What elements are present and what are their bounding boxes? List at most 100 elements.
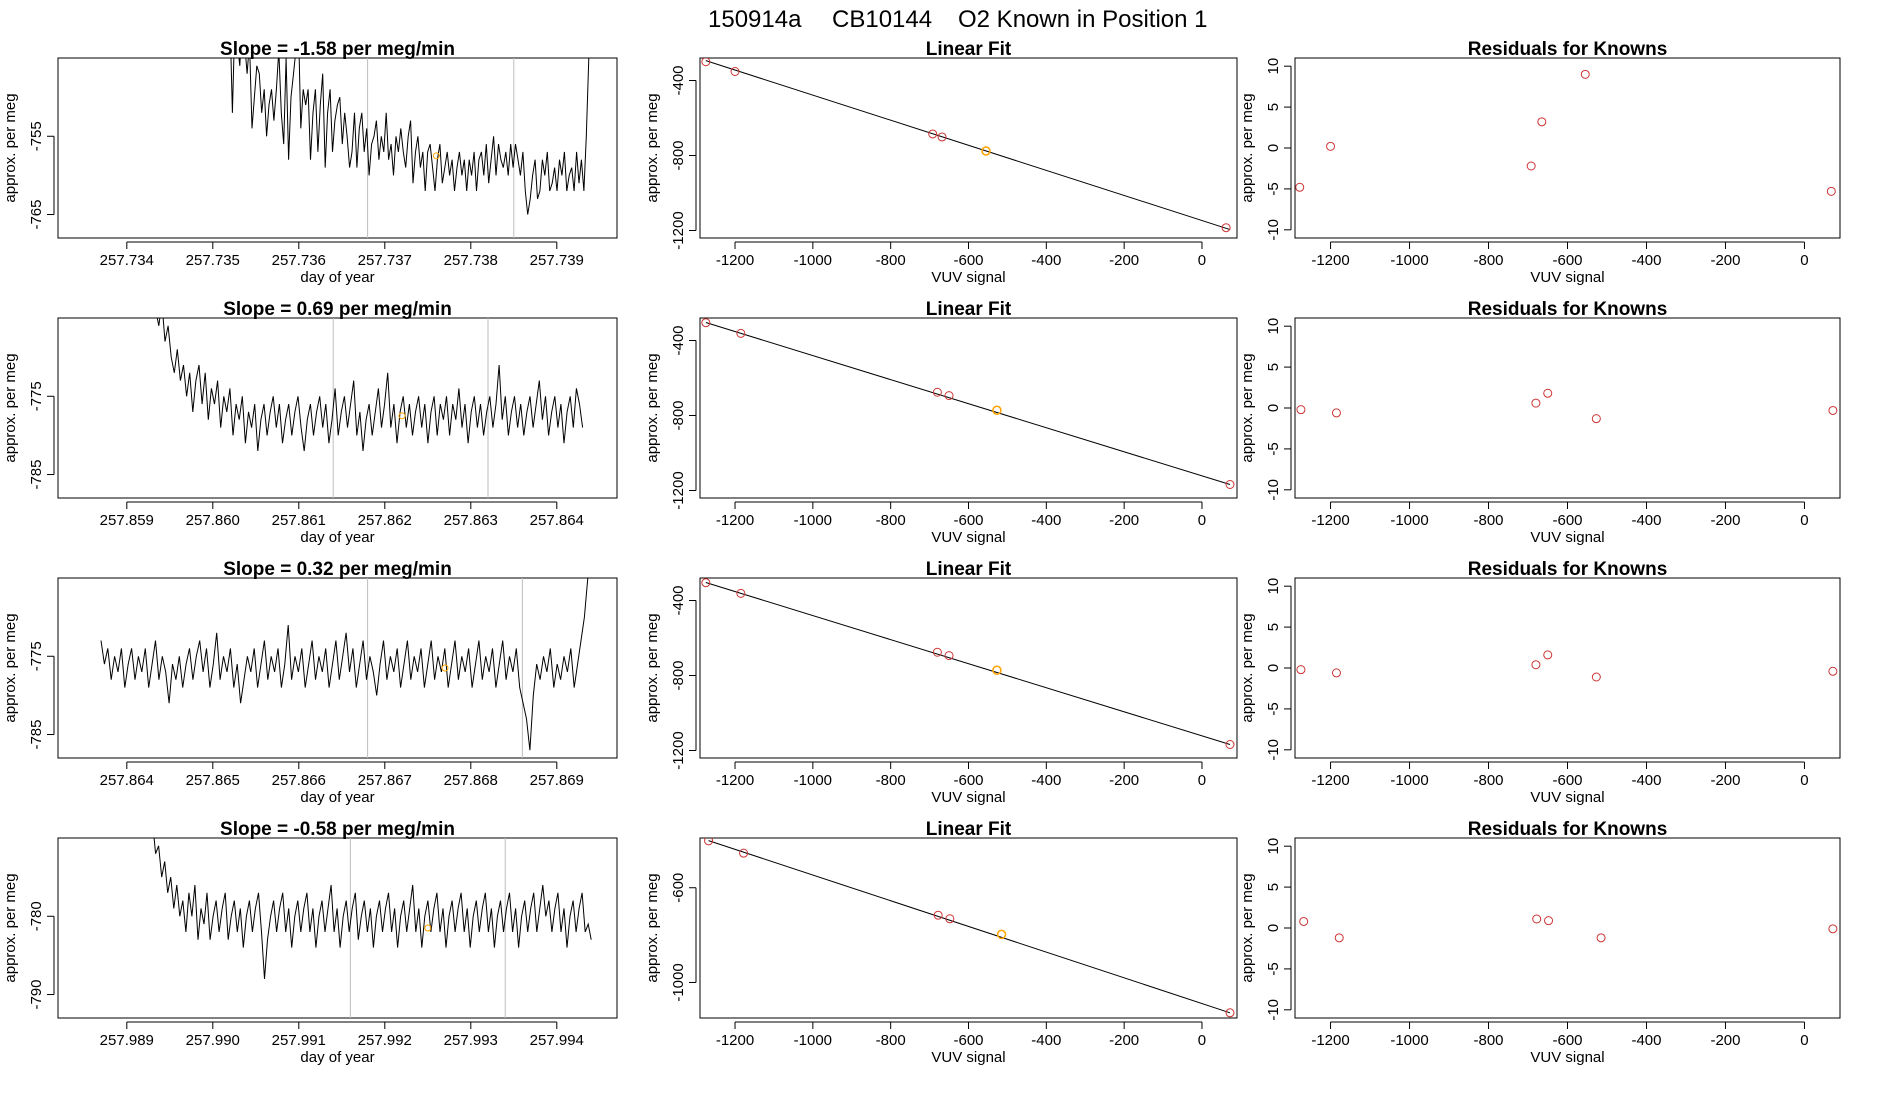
- plot-area: [701, 578, 1235, 749]
- x-tick-label: -600: [953, 1032, 983, 1049]
- x-tick-label: -200: [1109, 772, 1139, 789]
- y-tick-label: -780: [28, 901, 45, 931]
- plot-frame: [57, 837, 618, 1019]
- y-tick-label: -1000: [670, 963, 687, 1001]
- y-tick-label: -800: [670, 660, 687, 690]
- known-point: [739, 848, 749, 858]
- fit-line: [705, 60, 1231, 231]
- x-tick-label: -1200: [1311, 772, 1349, 789]
- y-tick-label: -1200: [670, 731, 687, 769]
- x-tick-label: -1000: [1390, 252, 1428, 269]
- known-point: [1296, 665, 1306, 675]
- known-point: [1828, 666, 1838, 676]
- x-tick-label: -600: [953, 512, 983, 529]
- x-tick-label: -200: [1710, 252, 1740, 269]
- known-point: [1296, 405, 1306, 415]
- x-tick-label: 257.994: [530, 1032, 584, 1049]
- known-point: [1596, 933, 1606, 943]
- sample-average-point: [424, 924, 432, 932]
- plot-frame: [1294, 577, 1841, 759]
- x-tick-label: -800: [1473, 772, 1503, 789]
- panel-fit-row-4: Linear Fit -1200 -1000 -800 -600 -400 -200 0 VUV…: [644, 819, 1238, 1066]
- x-tick-label: -400: [1631, 772, 1661, 789]
- y-tick-label: -775: [28, 381, 45, 411]
- x-tick-label: -400: [1031, 1032, 1061, 1049]
- y-tick-label: -765: [28, 200, 45, 230]
- plot-area: [156, 318, 584, 498]
- x-tick-label: -1000: [1390, 512, 1428, 529]
- plot-frame: [57, 57, 618, 239]
- known-point: [1225, 480, 1235, 489]
- x-axis-label: VUV signal: [1530, 1049, 1604, 1066]
- sample-average-point: [441, 664, 449, 672]
- x-tick-label: 257.868: [444, 772, 498, 789]
- x-axis-label: VUV signal: [931, 269, 1005, 286]
- x-tick-label: 257.864: [100, 772, 154, 789]
- known-point: [1826, 186, 1836, 196]
- known-point: [1537, 117, 1547, 127]
- x-tick-label: 0: [1198, 1032, 1206, 1049]
- x-tick-label: 257.992: [358, 1032, 412, 1049]
- panel-title: Slope = 0.32 per meg/min: [223, 559, 452, 580]
- x-tick-label: -400: [1031, 772, 1061, 789]
- fit-line: [705, 322, 1231, 485]
- plot-frame: [57, 577, 618, 759]
- y-axis-label: approx. per meg: [2, 93, 19, 202]
- x-tick-label: 257.736: [272, 252, 326, 269]
- y-tick-label: 5: [1265, 363, 1282, 371]
- y-tick-label: 10: [1265, 318, 1282, 335]
- panel-title: Slope = -0.58 per meg/min: [220, 819, 455, 840]
- x-tick-label: -800: [876, 1032, 906, 1049]
- panel-title: Linear Fit: [926, 39, 1012, 60]
- known-point: [701, 58, 711, 67]
- x-tick-label: 257.867: [358, 772, 412, 789]
- y-tick-label: -800: [670, 400, 687, 430]
- plot-area: [230, 58, 590, 238]
- series-line: [156, 318, 584, 452]
- sample-average-point: [398, 412, 406, 420]
- x-tick-label: 257.862: [358, 512, 412, 529]
- x-tick-label: 257.866: [272, 772, 326, 789]
- plot-area: [1296, 650, 1838, 682]
- plot-area: [1296, 388, 1838, 424]
- x-tick-label: -200: [1109, 1032, 1139, 1049]
- plot-area: [100, 578, 589, 758]
- x-tick-label: -400: [1631, 252, 1661, 269]
- x-tick-label: 257.869: [530, 772, 584, 789]
- plot-area: [1295, 69, 1836, 196]
- x-axis-label: VUV signal: [931, 1049, 1005, 1066]
- series-line: [153, 838, 592, 979]
- y-axis-label: approx. per meg: [644, 353, 661, 462]
- y-tick-label: -10: [1265, 219, 1282, 241]
- x-tick-label: -800: [1473, 512, 1503, 529]
- known-point: [1828, 405, 1838, 415]
- x-tick-label: 0: [1800, 772, 1808, 789]
- x-tick-label: -200: [1710, 512, 1740, 529]
- known-point: [1543, 388, 1553, 398]
- known-point: [730, 67, 740, 76]
- plot-frame: [57, 317, 618, 499]
- x-tick-label: -1000: [1390, 1032, 1428, 1049]
- known-point: [1532, 914, 1542, 924]
- x-tick-label: 0: [1198, 772, 1206, 789]
- x-tick-label: 257.859: [100, 512, 154, 529]
- y-tick-label: -10: [1265, 999, 1282, 1021]
- y-tick-label: -5: [1265, 182, 1282, 195]
- x-tick-label: 0: [1800, 512, 1808, 529]
- known-point: [1225, 1008, 1235, 1018]
- known-point: [1221, 223, 1231, 233]
- y-tick-label: -400: [670, 325, 687, 355]
- known-point: [937, 132, 947, 142]
- plot-area: [704, 838, 1235, 1018]
- x-tick-label: -1200: [1311, 252, 1349, 269]
- x-tick-label: 257.735: [186, 252, 240, 269]
- known-point: [704, 838, 714, 846]
- x-tick-label: -600: [1552, 252, 1582, 269]
- known-point: [1334, 933, 1344, 943]
- panel-title: Linear Fit: [926, 299, 1012, 320]
- x-axis-label: day of year: [300, 269, 374, 286]
- plot-frame: [1294, 317, 1841, 499]
- y-tick-label: 5: [1265, 883, 1282, 891]
- x-tick-label: -400: [1031, 252, 1061, 269]
- y-tick-label: -1200: [670, 211, 687, 249]
